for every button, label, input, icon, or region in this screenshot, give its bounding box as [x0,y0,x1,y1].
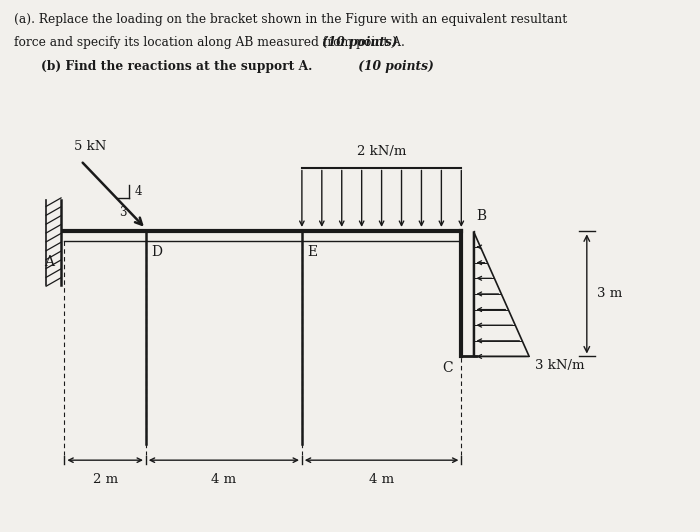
Text: force and specify its location along AB measured from point A.: force and specify its location along AB … [13,36,408,49]
Text: 2 kN/m: 2 kN/m [357,145,406,158]
Text: 4: 4 [134,185,141,198]
Text: 4 m: 4 m [211,473,237,486]
Text: 2 m: 2 m [92,473,118,486]
Text: D: D [151,245,162,259]
Text: 4 m: 4 m [369,473,394,486]
Text: E: E [307,245,317,259]
Text: (10 points): (10 points) [354,60,434,73]
Text: (b) Find the reactions at the support A.: (b) Find the reactions at the support A. [41,60,312,73]
Text: A: A [45,255,55,269]
Text: 3 kN/m: 3 kN/m [535,359,584,372]
Text: C: C [442,361,453,375]
Text: B: B [476,210,486,223]
Text: 3 m: 3 m [597,287,622,301]
Text: (a). Replace the loading on the bracket shown in the Figure with an equivalent r: (a). Replace the loading on the bracket … [13,13,567,26]
Text: 3: 3 [119,206,127,219]
Text: (10 points): (10 points) [322,36,398,49]
Text: 5 kN: 5 kN [74,140,106,153]
